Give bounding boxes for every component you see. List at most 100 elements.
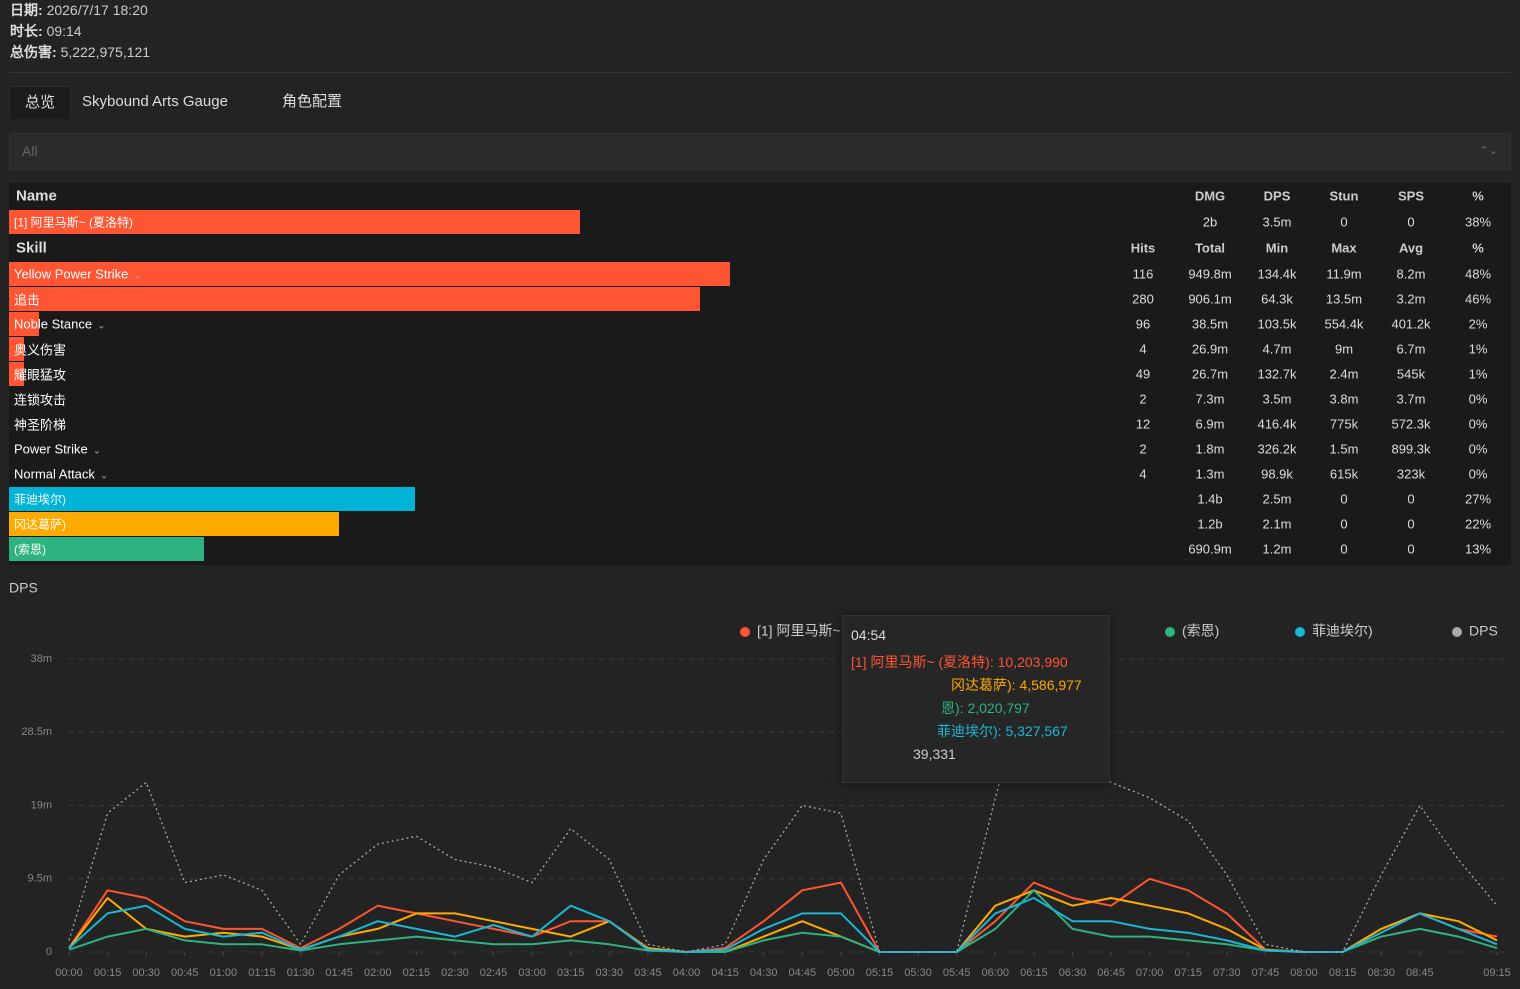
cell: 9m [1334,341,1354,357]
x-tick-label: 08:00 [1290,967,1318,979]
column-header: Max [1331,240,1357,256]
x-tick-label: 00:45 [171,967,199,979]
cell: 3.5m [1262,214,1292,230]
cell: 280 [1132,291,1154,307]
cell: 0 [1407,214,1415,230]
player-name[interactable]: [1] 阿里马斯~ (夏洛特) [14,215,134,230]
skill-name: 追击 [14,290,40,309]
cell: 3.7m [1396,391,1426,407]
x-tick-label: 09:15 [1483,967,1511,979]
date-line: 日期: 2026/7/17 18:20 [10,0,150,21]
bar [9,537,205,561]
cell: 13% [1464,541,1492,557]
skill-name[interactable]: Power Strike ⌄ [14,442,101,457]
cell: 22% [1464,516,1492,532]
skill-label: 神圣阶梯 [14,417,67,433]
skill-name[interactable]: Noble Stance ⌄ [14,317,105,332]
x-tick-label: 06:45 [1097,967,1125,979]
skill-name: 神圣阶梯 [14,415,66,434]
player-name[interactable]: 冈达葛萨) [14,517,66,532]
x-tick-label: 01:45 [325,967,353,979]
skill-label: Normal Attack [14,466,95,482]
label: 时长: [10,23,43,39]
bar [9,512,340,536]
series-line [68,877,1498,953]
bar [9,487,415,511]
x-tick-label: 01:15 [248,967,276,979]
cell: 4.7m [1262,341,1292,357]
column-header: Name [16,187,57,205]
cell: 3.2m [1396,291,1426,307]
cell: 13.5m [1325,291,1363,307]
x-tick-label: 01:30 [287,967,315,979]
cell: 0% [1468,466,1488,482]
dropdown-icon: ⌄ [133,270,142,282]
cell: 323k [1396,466,1426,482]
cell: 26.7m [1191,366,1229,382]
tab[interactable]: 总览 [9,86,72,119]
y-tick-label: 28.5m [21,726,52,738]
cell: 49 [1135,366,1151,382]
player-name[interactable]: 菲迪埃尔) [14,492,66,507]
cell: 38% [1464,214,1492,230]
damage-table: Name DMG DPS Stun SPS% [1] 阿里马斯~ (夏洛特) 2b 3.5m 0… [9,183,1511,565]
x-tick-label: 04:30 [750,967,778,979]
skill-name[interactable]: Normal Attack ⌄ [14,467,108,482]
cell: 64.3k [1261,291,1293,307]
x-tick-label: 04:00 [673,967,701,979]
player-name[interactable]: (索恩) [14,542,46,557]
cell: 0 [1340,516,1348,532]
dropdown-icon: ⌄ [97,320,106,332]
dropdown-icon: ⌄ [92,445,102,457]
x-tick-label: 00:00 [55,967,83,979]
cell: 4 [1139,466,1147,482]
cell: 326.2k [1257,441,1297,457]
skill-label: Yellow Power Strike [14,266,129,282]
series-line [68,658,1498,953]
cell: 401.2k [1391,316,1431,332]
cell: 0% [1468,391,1488,407]
total-line: 总伤害: 5,222,975,121 [10,42,150,63]
cell: 2.4m [1329,366,1359,382]
cell: 48% [1464,266,1492,282]
tooltip-line: 39,331 [913,746,956,762]
x-tick-label: 05:45 [943,967,971,979]
y-tick-label: 19m [31,799,52,811]
filter-select[interactable]: All ⌃⌄ [9,133,1511,170]
column-header: SPS [1397,188,1425,204]
y-tick-label: 38m [31,653,52,665]
legend-marker [1165,627,1175,637]
cell: 1.5m [1329,441,1359,457]
legend-marker [1295,627,1305,637]
legend-label: (索恩) [1182,623,1219,639]
cell: 1.4b [1197,491,1223,507]
bar [9,312,40,336]
column-header: DPS [1263,188,1291,204]
x-tick-label: 02:00 [364,967,392,979]
x-tick-label: 02:45 [480,967,508,979]
cell: 949.8m [1188,266,1232,282]
tab[interactable]: 角色配置 [282,93,343,110]
bar [9,362,25,386]
cell: 3.5m [1262,391,1292,407]
cell: 1.3m [1195,466,1225,482]
tab[interactable]: Skybound Arts Gauge [82,93,228,110]
cell: 8.2m [1396,266,1426,282]
header: 日期: 2026/7/17 18:20 时长: 09:14 总伤害: 5,222… [10,0,150,63]
x-tick-label: 03:30 [596,967,624,979]
x-tick-label: 05:15 [866,967,894,979]
skill-name[interactable]: Yellow Power Strike ⌄ [14,267,142,282]
cell: 0 [1407,541,1415,557]
skill-label: Noble Stance [14,316,93,332]
legend-marker [740,627,750,637]
x-tick-label: 03:00 [518,967,546,979]
cell: 0% [1468,441,1488,457]
x-tick-label: 06:00 [982,967,1010,979]
value: 09:14 [46,23,82,39]
x-tick-label: 03:45 [634,967,662,979]
select-value: All [22,143,38,159]
tooltip: 04:54 [1] 阿里马斯~ (夏洛特): 10,203,990 冈达葛萨): 4… [842,615,1110,783]
cell: 38.5m [1191,316,1229,332]
x-tick-label: 02:15 [403,967,431,979]
bar [9,262,730,286]
